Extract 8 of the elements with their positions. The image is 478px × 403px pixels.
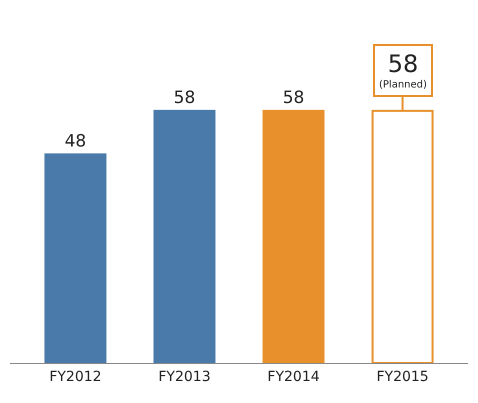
x-tick-label: FY2015	[376, 368, 429, 385]
data-label: 58	[174, 88, 196, 108]
data-label: 48	[64, 131, 86, 152]
x-tick-label: FY2012	[49, 368, 102, 385]
x-tick-label: FY2014	[267, 368, 320, 385]
data-label: 58	[282, 88, 304, 108]
x-tick-label: FY2013	[158, 368, 211, 385]
annotation: 58 (Planned)	[379, 50, 428, 91]
